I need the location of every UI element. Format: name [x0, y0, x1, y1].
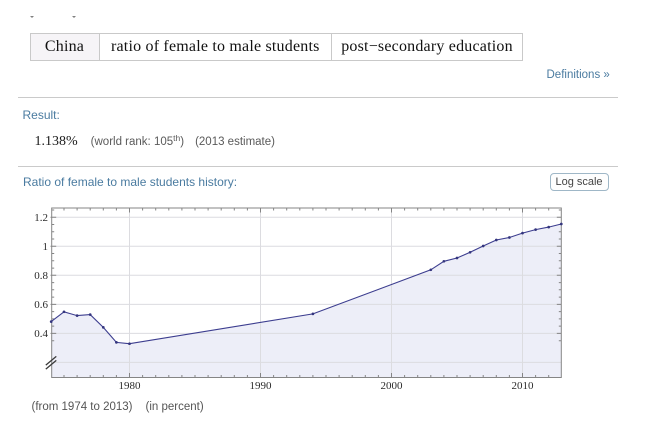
svg-text:0.4: 0.4	[34, 328, 48, 340]
svg-text:0.6: 0.6	[34, 299, 48, 311]
svg-text:2010: 2010	[512, 380, 535, 392]
svg-text:0.8: 0.8	[34, 270, 48, 282]
svg-text:1980: 1980	[119, 380, 142, 392]
svg-text:1: 1	[43, 241, 49, 253]
svg-text:1.2: 1.2	[34, 212, 48, 224]
svg-text:1990: 1990	[250, 380, 273, 392]
svg-text:2000: 2000	[381, 380, 404, 392]
